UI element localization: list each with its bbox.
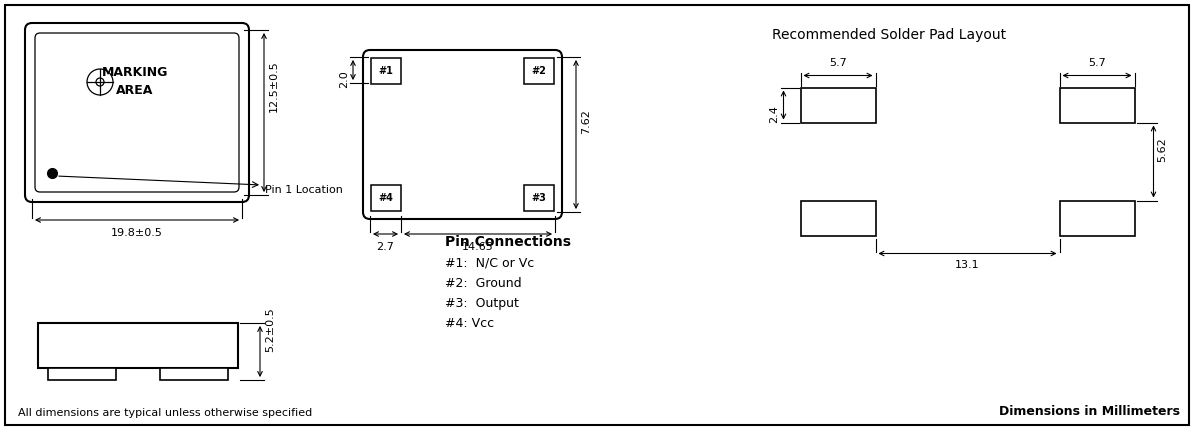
Text: #1: #1 xyxy=(378,66,394,76)
Bar xyxy=(524,58,554,84)
Bar xyxy=(160,368,228,380)
Text: #2: #2 xyxy=(531,66,547,76)
Bar xyxy=(38,323,238,368)
Text: 19.8±0.5: 19.8±0.5 xyxy=(111,228,162,238)
Text: 7.62: 7.62 xyxy=(581,110,591,135)
Bar xyxy=(800,200,875,236)
Text: MARKING
AREA: MARKING AREA xyxy=(101,67,168,98)
Text: Pin 1 Location: Pin 1 Location xyxy=(265,185,343,195)
Text: Dimensions in Millimeters: Dimensions in Millimeters xyxy=(999,405,1180,418)
Text: #4: #4 xyxy=(378,193,394,203)
Text: 5.62: 5.62 xyxy=(1157,137,1168,162)
Text: 14.65: 14.65 xyxy=(462,242,494,252)
FancyBboxPatch shape xyxy=(363,50,562,219)
Text: 13.1: 13.1 xyxy=(955,259,980,270)
Text: #1:  N/C or Vc: #1: N/C or Vc xyxy=(445,257,534,270)
Text: 12.5±0.5: 12.5±0.5 xyxy=(269,61,279,113)
Bar xyxy=(371,185,401,211)
Text: 5.2±0.5: 5.2±0.5 xyxy=(265,307,275,351)
Text: #2:  Ground: #2: Ground xyxy=(445,277,522,290)
Text: 2.0: 2.0 xyxy=(339,70,349,88)
Text: Recommended Solder Pad Layout: Recommended Solder Pad Layout xyxy=(773,28,1007,42)
Text: 5.7: 5.7 xyxy=(829,58,847,68)
Text: 5.7: 5.7 xyxy=(1088,58,1106,68)
Bar xyxy=(371,58,401,84)
Text: 2.4: 2.4 xyxy=(769,105,780,123)
Bar xyxy=(1059,200,1134,236)
Bar xyxy=(524,185,554,211)
Text: #3:  Output: #3: Output xyxy=(445,297,519,310)
Text: 2.7: 2.7 xyxy=(376,242,394,252)
Text: #4: Vcc: #4: Vcc xyxy=(445,317,494,330)
Text: #3: #3 xyxy=(531,193,547,203)
Bar xyxy=(800,87,875,123)
Bar xyxy=(1059,87,1134,123)
FancyBboxPatch shape xyxy=(25,23,250,202)
FancyBboxPatch shape xyxy=(35,33,239,192)
Text: Pin Connections: Pin Connections xyxy=(445,235,571,249)
Text: All dimensions are typical unless otherwise specified: All dimensions are typical unless otherw… xyxy=(18,408,313,418)
Bar xyxy=(48,368,116,380)
